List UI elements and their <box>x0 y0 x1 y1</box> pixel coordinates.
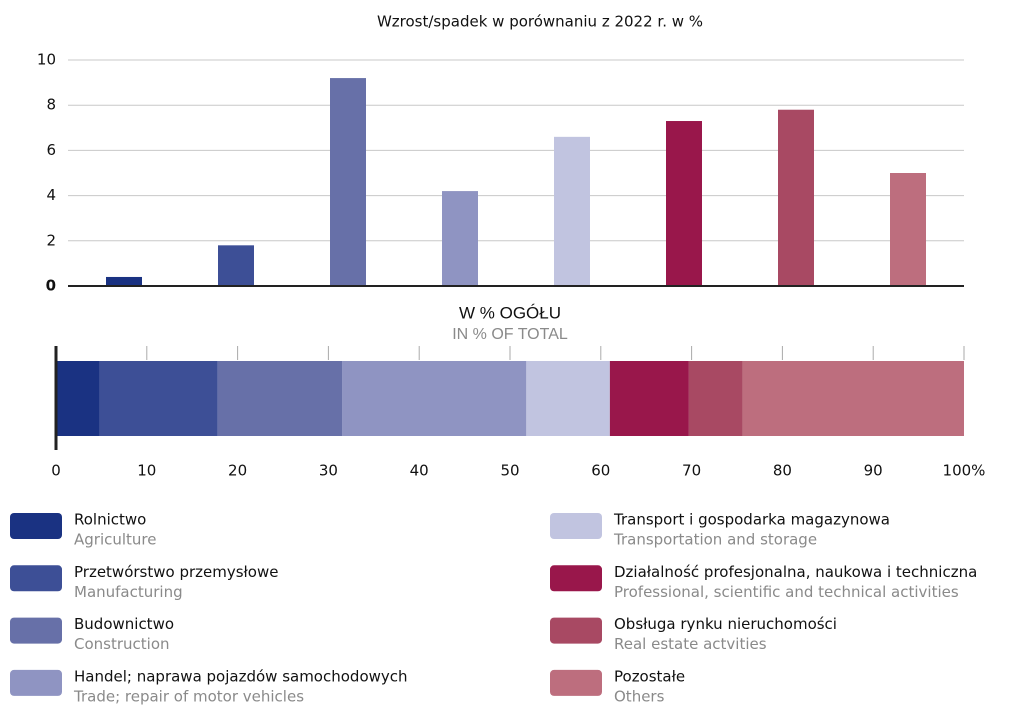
y-tick-label: 4 <box>46 186 56 204</box>
legend-swatch <box>550 565 602 592</box>
bar <box>778 109 814 286</box>
legend-name-en: Transportation and storage <box>613 531 817 549</box>
legend-name-en: Others <box>614 687 665 705</box>
legend-name-en: Real estate actvities <box>614 635 767 653</box>
bar-title: Wzrost/spadek w porównaniu z 2022 r. w % <box>377 13 703 31</box>
x-tick-label: 40 <box>410 462 429 480</box>
x-tick-label: 10 <box>137 462 156 480</box>
legend-swatch <box>10 669 62 696</box>
segment <box>99 361 218 436</box>
legend-name: Rolnictwo <box>74 511 146 529</box>
legend-swatch <box>550 669 602 696</box>
x-tick-label: 20 <box>228 462 247 480</box>
legend-name-en: Construction <box>74 635 170 653</box>
legend-name-en: Professional, scientific and technical a… <box>614 583 959 601</box>
bar <box>218 245 254 286</box>
segment <box>526 361 610 436</box>
bar <box>442 191 478 286</box>
legend-name: Budownictwo <box>74 615 174 633</box>
bar <box>330 78 366 286</box>
stack-title: W % OGÓŁU <box>459 303 561 322</box>
x-tick-label: 80 <box>773 462 792 480</box>
legend-name-en: Trade; repair of motor vehicles <box>73 687 304 705</box>
x-tick-label: 90 <box>864 462 883 480</box>
segment <box>688 361 743 436</box>
x-tick-label: 0 <box>51 462 61 480</box>
x-tick-label: 30 <box>319 462 338 480</box>
bar <box>890 173 926 286</box>
legend-name: Obsługa rynku nieruchomości <box>614 615 837 633</box>
bar <box>106 276 142 286</box>
x-tick-label: 60 <box>591 462 610 480</box>
legend-swatch <box>10 617 62 644</box>
segment <box>217 361 343 436</box>
stack-subtitle: IN % OF TOTAL <box>452 326 568 343</box>
y-tick-label: 2 <box>46 231 56 249</box>
y-tick-label: 8 <box>46 96 56 114</box>
legend-swatch <box>550 617 602 644</box>
x-tick-label: 100% <box>943 462 986 480</box>
legend-name-en: Agriculture <box>74 531 157 549</box>
bar <box>666 121 702 287</box>
legend-name-en: Manufacturing <box>74 583 183 601</box>
y-tick-label: 10 <box>37 51 56 69</box>
legend-name: Pozostałe <box>614 667 685 685</box>
legend-name: Transport i gospodarka magazynowa <box>613 511 890 529</box>
segment <box>742 361 964 436</box>
segment <box>609 361 689 436</box>
legend-swatch <box>550 513 602 539</box>
legend-swatch <box>10 565 62 592</box>
legend-swatch <box>10 513 62 539</box>
segment <box>56 361 100 436</box>
x-tick-label: 50 <box>500 462 519 480</box>
legend-name: Działalność profesjonalna, naukowa i tec… <box>614 563 977 581</box>
x-tick-label: 70 <box>682 462 701 480</box>
legend-name: Przetwórstwo przemysłowe <box>74 563 279 581</box>
y-tick-label: 6 <box>46 141 56 159</box>
y-tick-label: 0 <box>46 277 56 295</box>
legend-name: Handel; naprawa pojazdów samochodowych <box>74 667 408 685</box>
bar <box>554 136 590 286</box>
segment <box>342 361 527 436</box>
